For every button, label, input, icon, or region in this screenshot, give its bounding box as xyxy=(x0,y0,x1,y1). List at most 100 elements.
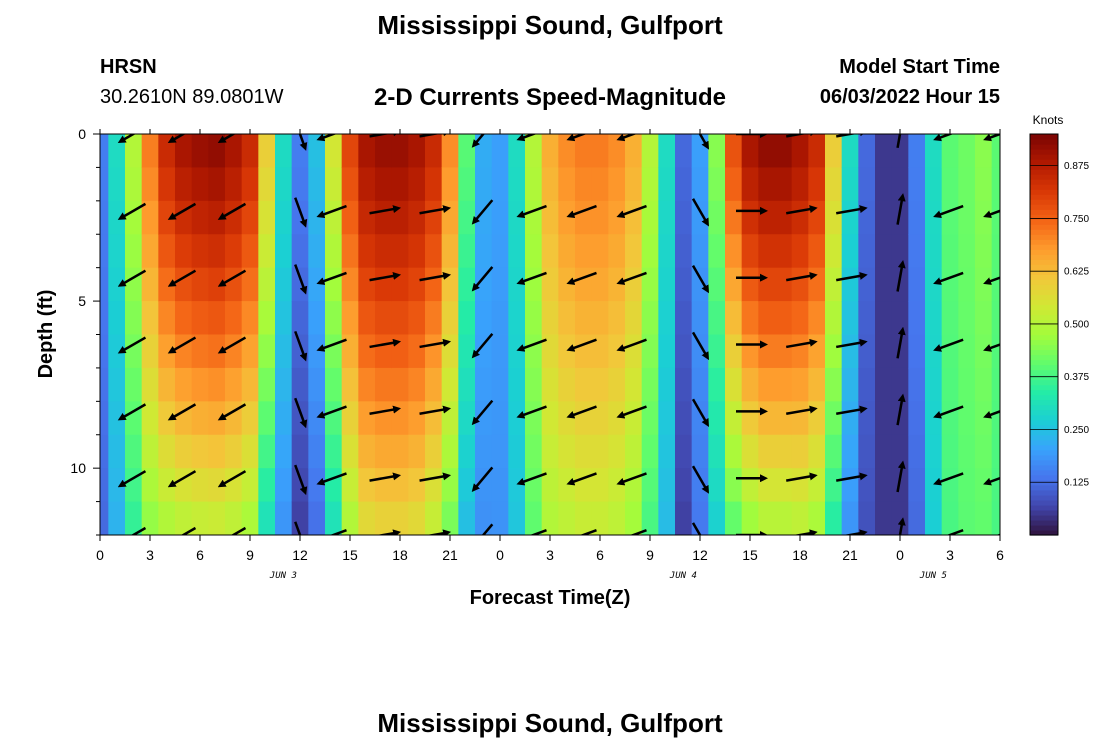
heatmap-cell xyxy=(641,301,659,336)
x-tick-label: 9 xyxy=(246,547,254,563)
heatmap-cell xyxy=(525,301,543,336)
heatmap-cell xyxy=(308,134,326,169)
heatmap-cell xyxy=(100,434,109,469)
heatmap-cell xyxy=(975,367,993,402)
heatmap-cell xyxy=(625,267,643,302)
heatmap-cell xyxy=(575,334,593,369)
colorbar-segment xyxy=(1030,409,1058,416)
heatmap-cell xyxy=(341,434,359,469)
heatmap-cell xyxy=(241,267,259,302)
current-vector-arrow xyxy=(217,470,247,488)
heatmap-cell xyxy=(491,367,509,402)
current-vector-arrow xyxy=(835,272,868,282)
colorbar-segment xyxy=(1030,169,1058,175)
heatmap-cell xyxy=(975,501,993,535)
heatmap-cell xyxy=(375,334,393,369)
heatmap-cell xyxy=(341,234,359,269)
heatmap-cell xyxy=(741,200,759,235)
colorbar-segment xyxy=(1030,149,1058,155)
current-vector-arrow xyxy=(130,526,147,535)
heatmap-cell xyxy=(691,434,709,469)
heatmap-cell xyxy=(558,401,576,436)
heatmap-cell xyxy=(208,401,226,436)
colorbar-segment xyxy=(1030,274,1058,280)
heatmap-cell xyxy=(358,167,376,202)
heatmap-cell xyxy=(675,301,693,336)
heatmap-cell xyxy=(625,434,643,469)
heatmap-cell xyxy=(808,501,826,535)
heatmap-cell xyxy=(258,234,276,269)
heatmap-cell xyxy=(625,134,643,169)
colorbar-segment xyxy=(1030,224,1058,230)
heatmap-cell xyxy=(658,234,676,269)
current-vector-arrow xyxy=(983,134,1000,142)
heatmap-cell xyxy=(708,367,726,402)
heatmap-cell xyxy=(925,200,943,235)
heatmap-cell xyxy=(508,468,526,503)
heatmap-cell xyxy=(675,234,693,269)
heatmap-cell xyxy=(875,334,893,369)
heatmap-cell xyxy=(708,501,726,535)
heatmap-cell xyxy=(841,200,859,235)
heatmap-cell xyxy=(208,468,226,503)
colorbar-segment xyxy=(1030,419,1058,426)
current-vector-arrow xyxy=(117,134,136,144)
current-vector-arrow xyxy=(516,204,547,219)
heatmap-cell xyxy=(725,267,743,302)
heatmap-cell xyxy=(425,200,443,235)
heatmap-cell xyxy=(458,468,476,503)
heatmap-cell xyxy=(475,234,493,269)
heatmap-cell xyxy=(525,468,543,503)
heatmap-cell xyxy=(100,334,109,369)
heatmap-cell xyxy=(191,234,209,269)
current-vector-arrow xyxy=(896,134,902,149)
heatmap-cell xyxy=(958,468,976,503)
heatmap-cell xyxy=(725,167,743,202)
current-vector-arrow xyxy=(896,193,906,225)
heatmap-cell xyxy=(475,401,493,436)
heatmap-cell xyxy=(858,468,876,503)
heatmap-cell xyxy=(675,134,693,169)
heatmap-cell xyxy=(291,367,309,402)
heatmap-cell xyxy=(108,301,126,336)
heatmap-cell xyxy=(391,167,409,202)
colorbar-segment xyxy=(1030,159,1058,165)
heatmap-cell xyxy=(141,200,159,235)
heatmap-cell xyxy=(825,167,843,202)
heatmap-cell xyxy=(375,134,393,169)
heatmap-cell xyxy=(100,134,109,169)
heatmap-cell xyxy=(275,200,293,235)
colorbar-segment xyxy=(1030,259,1058,265)
heatmap-cell xyxy=(358,401,376,436)
heatmap-cell xyxy=(991,367,1000,402)
heatmap-cell xyxy=(100,501,109,535)
heatmap-cell xyxy=(175,367,193,402)
heatmap-cell xyxy=(391,134,409,169)
current-vector-arrow xyxy=(217,336,247,354)
heatmap-cell xyxy=(575,167,593,202)
heatmap-cell xyxy=(308,267,326,302)
heatmap-cell xyxy=(741,167,759,202)
x-tick-label: 15 xyxy=(342,547,358,563)
heatmap-cell xyxy=(325,401,343,436)
heatmap-cell xyxy=(125,367,143,402)
model-start-value: 06/03/2022 Hour 15 xyxy=(819,86,1000,108)
heatmap-cell xyxy=(908,167,926,202)
colorbar-segment xyxy=(1030,469,1058,476)
heatmap-cell xyxy=(691,301,709,336)
heatmap-cell xyxy=(341,301,359,336)
current-vector-arrow xyxy=(316,134,337,142)
heatmap-cell xyxy=(641,234,659,269)
colorbar-segment xyxy=(1030,254,1058,260)
colorbar-segment xyxy=(1030,304,1058,311)
heatmap-cell xyxy=(458,267,476,302)
heatmap-cell xyxy=(675,367,693,402)
heatmap-cell xyxy=(391,301,409,336)
heatmap-cell xyxy=(975,200,993,235)
heatmap-cell xyxy=(958,200,976,235)
heatmap-cell xyxy=(808,267,826,302)
y-tick-label: 5 xyxy=(78,293,86,309)
heatmap-cell xyxy=(875,267,893,302)
heatmap-cell xyxy=(191,367,209,402)
colorbar-segment xyxy=(1030,444,1058,451)
